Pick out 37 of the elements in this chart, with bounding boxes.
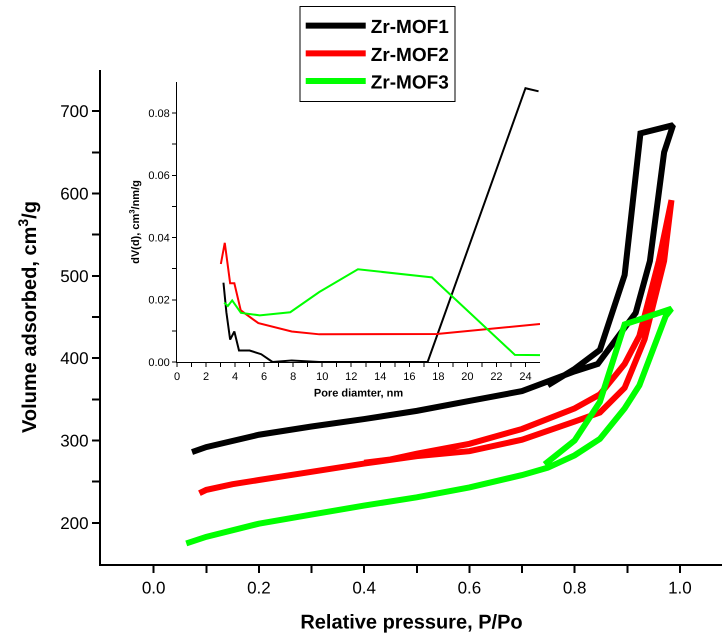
- y-tick-label: 0.00: [148, 356, 170, 369]
- x-tick-label: 4: [232, 371, 238, 384]
- x-tick-label: 22: [490, 371, 503, 384]
- y-tick-label: 0.02: [148, 294, 170, 307]
- x-axis-title: Relative pressure, P/Po: [300, 611, 523, 634]
- y-tick-label: 300: [60, 431, 89, 450]
- x-tick-label: 0: [174, 371, 180, 384]
- x-tick-label: 10: [316, 371, 328, 384]
- x-tick-label: 14: [374, 371, 386, 384]
- x-tick-label: 1.0: [668, 578, 692, 598]
- legend-label: Zr-MOF1: [370, 17, 450, 38]
- x-tick-label: 0.8: [562, 578, 586, 598]
- line-series: [223, 268, 540, 356]
- x-tick-label: 20: [461, 371, 474, 384]
- y-tick-label: 400: [60, 349, 89, 368]
- x-tick-label: 12: [345, 371, 358, 384]
- legend-label: Zr-MOF2: [370, 44, 449, 66]
- y-tick-label: 700: [60, 102, 89, 122]
- x-tick-label: 24: [519, 371, 532, 384]
- x-tick-label: 18: [432, 371, 444, 384]
- x-tick-label: 0.0: [142, 578, 166, 598]
- x-tick-label: 8: [290, 371, 296, 384]
- x-tick-label: 0.4: [352, 578, 376, 598]
- x-tick-label: 0.6: [458, 578, 482, 598]
- y-tick-label: 0.06: [148, 170, 170, 182]
- y-tick-label: 200: [60, 514, 89, 533]
- y-tick-label: 0.04: [148, 232, 170, 244]
- y-tick-label: 0.08: [148, 108, 170, 120]
- line-series: [220, 242, 540, 336]
- x-tick-label: 0.2: [247, 578, 271, 598]
- x-tick-label: 2: [202, 371, 210, 384]
- y-tick-label: 600: [60, 184, 89, 204]
- x-tick-label: 6: [261, 371, 268, 384]
- x-tick-label: 16: [403, 371, 416, 384]
- x-axis-title: Pore diamter, nm: [314, 387, 404, 400]
- legend-label: Zr-MOF3: [370, 72, 449, 94]
- y-tick-label: 500: [60, 266, 89, 286]
